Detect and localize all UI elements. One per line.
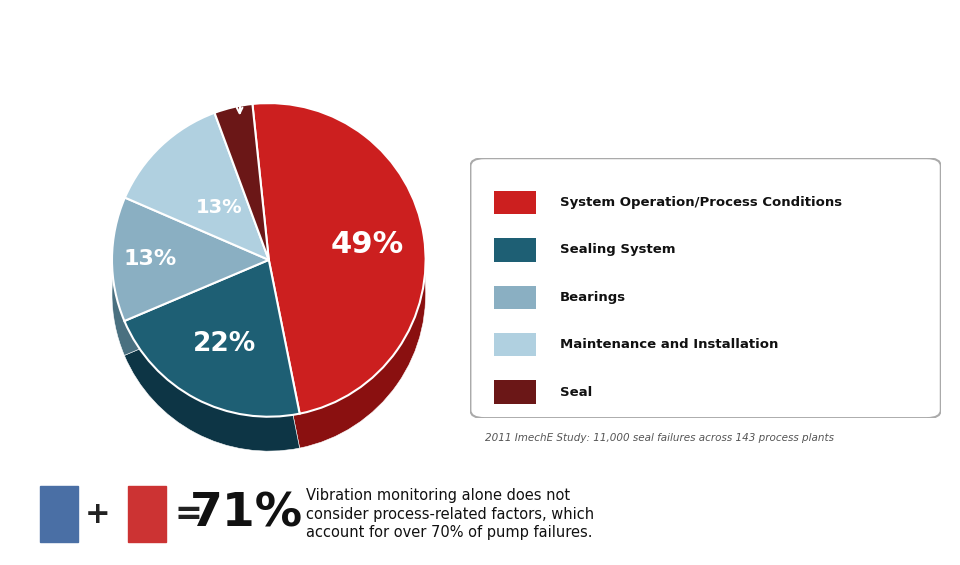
Text: System Operation/Process Conditions: System Operation/Process Conditions	[560, 196, 842, 209]
Wedge shape	[214, 121, 269, 277]
Text: 71%: 71%	[189, 492, 302, 537]
Wedge shape	[214, 104, 269, 260]
Wedge shape	[112, 229, 269, 353]
Text: 13%: 13%	[196, 198, 242, 216]
Wedge shape	[252, 137, 425, 448]
Wedge shape	[112, 227, 269, 350]
FancyBboxPatch shape	[493, 380, 537, 404]
Text: 4%: 4%	[212, 74, 243, 92]
Wedge shape	[252, 134, 425, 445]
Wedge shape	[112, 223, 269, 347]
Wedge shape	[214, 110, 269, 266]
FancyBboxPatch shape	[493, 333, 537, 357]
Text: 22%: 22%	[193, 332, 255, 358]
Wedge shape	[125, 266, 300, 423]
Wedge shape	[252, 118, 425, 428]
Wedge shape	[112, 206, 269, 329]
Wedge shape	[125, 138, 269, 286]
Wedge shape	[125, 263, 300, 420]
Wedge shape	[252, 115, 425, 425]
Wedge shape	[112, 232, 269, 355]
Wedge shape	[125, 141, 269, 289]
Text: 49%: 49%	[330, 231, 404, 259]
Wedge shape	[214, 115, 269, 271]
Wedge shape	[125, 260, 300, 417]
Text: Vibration monitoring alone does not: Vibration monitoring alone does not	[306, 488, 570, 503]
Text: account for over 70% of pump failures.: account for over 70% of pump failures.	[306, 525, 592, 540]
Wedge shape	[125, 124, 269, 271]
Wedge shape	[125, 119, 269, 266]
Wedge shape	[125, 271, 300, 428]
FancyBboxPatch shape	[493, 238, 537, 262]
Text: Bearings: Bearings	[560, 291, 626, 304]
Wedge shape	[125, 121, 269, 268]
Wedge shape	[125, 274, 300, 431]
Wedge shape	[214, 124, 269, 280]
Wedge shape	[112, 201, 269, 324]
Wedge shape	[125, 113, 269, 260]
Wedge shape	[125, 127, 269, 274]
Wedge shape	[125, 292, 300, 448]
Wedge shape	[112, 198, 269, 321]
Wedge shape	[112, 218, 269, 341]
Wedge shape	[125, 116, 269, 263]
Wedge shape	[214, 133, 269, 289]
Wedge shape	[112, 215, 269, 338]
Text: 2011 ImechE Study: 11,000 seal failures across 143 process plants: 2011 ImechE Study: 11,000 seal failures …	[485, 433, 833, 443]
Wedge shape	[252, 103, 425, 414]
Wedge shape	[125, 277, 300, 434]
Wedge shape	[214, 118, 269, 274]
Wedge shape	[125, 283, 300, 440]
Wedge shape	[252, 123, 425, 434]
Wedge shape	[125, 289, 300, 445]
FancyBboxPatch shape	[470, 158, 941, 418]
Wedge shape	[112, 209, 269, 332]
Text: Maintenance and Installation: Maintenance and Installation	[560, 338, 779, 351]
Text: Seal: Seal	[560, 385, 592, 399]
Wedge shape	[112, 203, 269, 327]
Wedge shape	[214, 112, 269, 268]
Wedge shape	[125, 268, 300, 425]
Wedge shape	[112, 212, 269, 336]
Bar	[128, 486, 166, 542]
Wedge shape	[214, 136, 269, 292]
Wedge shape	[252, 126, 425, 437]
Wedge shape	[214, 138, 269, 294]
Wedge shape	[125, 133, 269, 280]
Wedge shape	[252, 132, 425, 442]
Wedge shape	[125, 286, 300, 442]
Wedge shape	[214, 107, 269, 263]
Bar	[40, 486, 78, 542]
Wedge shape	[125, 130, 269, 277]
Wedge shape	[214, 130, 269, 286]
Wedge shape	[214, 127, 269, 283]
FancyBboxPatch shape	[493, 285, 537, 309]
Wedge shape	[252, 112, 425, 422]
Wedge shape	[125, 136, 269, 283]
Wedge shape	[252, 120, 425, 431]
Text: Sealing System: Sealing System	[560, 244, 675, 257]
Wedge shape	[252, 129, 425, 440]
Wedge shape	[252, 109, 425, 419]
Wedge shape	[125, 147, 269, 294]
Wedge shape	[125, 280, 300, 437]
FancyBboxPatch shape	[493, 191, 537, 214]
Text: +: +	[85, 499, 110, 529]
Wedge shape	[112, 220, 269, 344]
Text: =: =	[174, 498, 202, 531]
Wedge shape	[125, 294, 300, 451]
Text: 13%: 13%	[124, 249, 177, 270]
Text: consider process-related factors, which: consider process-related factors, which	[306, 507, 594, 521]
Wedge shape	[252, 106, 425, 416]
Wedge shape	[125, 144, 269, 292]
